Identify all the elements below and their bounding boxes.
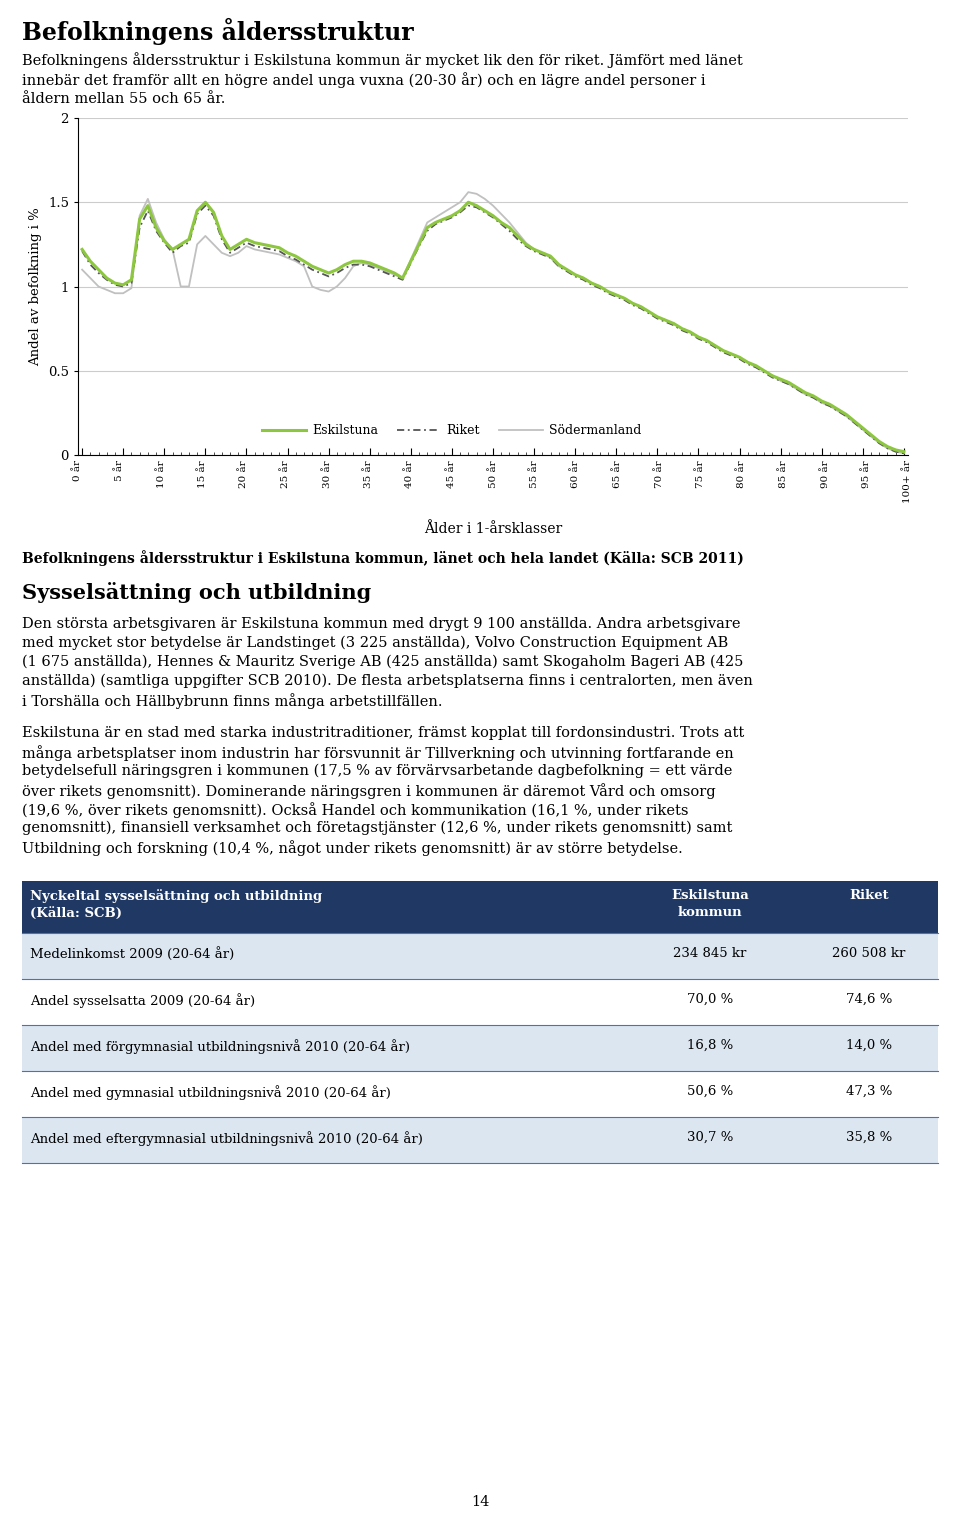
Bar (22, 1071, 938, 1116)
Text: 30,7 %: 30,7 % (686, 1132, 733, 1144)
Text: Andel sysselsatta 2009 (20-64 år): Andel sysselsatta 2009 (20-64 år) (30, 993, 255, 1009)
Text: 234 845 kr: 234 845 kr (673, 946, 747, 960)
Text: 15 år: 15 år (198, 460, 207, 488)
Text: över rikets genomsnitt). Dominerande näringsgren i kommunen är däremot Vård och : över rikets genomsnitt). Dominerande när… (22, 782, 715, 799)
Bar (22, 1116, 938, 1164)
Text: 75 år: 75 år (696, 460, 705, 488)
Text: 60 år: 60 år (571, 460, 581, 488)
Bar (22, 933, 938, 980)
Text: 5 år: 5 år (115, 460, 124, 482)
Text: 10 år: 10 år (156, 460, 165, 488)
Text: 50 år: 50 år (489, 460, 497, 488)
Legend: Eskilstuna, Riket, Södermanland: Eskilstuna, Riket, Södermanland (257, 419, 646, 442)
Bar (22, 980, 938, 1025)
Bar (22, 1025, 938, 1071)
Text: Ålder i 1-årsklasser: Ålder i 1-årsklasser (424, 523, 563, 536)
Bar (22, 881, 938, 933)
Text: 70,0 %: 70,0 % (686, 993, 733, 1006)
Text: Andel med eftergymnasial utbildningsnivå 2010 (20-64 år): Andel med eftergymnasial utbildningsnivå… (30, 1132, 422, 1145)
Text: innebär det framför allt en högre andel unga vuxna (20-30 år) och en lägre andel: innebär det framför allt en högre andel … (22, 71, 706, 88)
Text: 50,6 %: 50,6 % (686, 1085, 733, 1098)
Text: 0 år: 0 år (74, 460, 83, 482)
Text: Andel med gymnasial utbildningsnivå 2010 (20-64 år): Andel med gymnasial utbildningsnivå 2010… (30, 1085, 391, 1100)
Text: (1 675 anställda), Hennes & Mauritz Sverige AB (425 anställda) samt Skogaholm Ba: (1 675 anställda), Hennes & Mauritz Sver… (22, 655, 743, 670)
Text: 30 år: 30 år (323, 460, 331, 488)
Text: åldern mellan 55 och 65 år.: åldern mellan 55 och 65 år. (22, 93, 226, 106)
Text: Medelinkomst 2009 (20-64 år): Medelinkomst 2009 (20-64 år) (30, 946, 234, 962)
Text: betydelsefull näringsgren i kommunen (17,5 % av förvärvsarbetande dagbefolkning : betydelsefull näringsgren i kommunen (17… (22, 764, 732, 778)
Text: genomsnitt), finansiell verksamhet och företagstjänster (12,6 %, under rikets ge: genomsnitt), finansiell verksamhet och f… (22, 820, 732, 835)
Text: 35,8 %: 35,8 % (846, 1132, 892, 1144)
Text: 260 508 kr: 260 508 kr (832, 946, 905, 960)
Text: 14,0 %: 14,0 % (846, 1039, 892, 1053)
Text: 100+ år: 100+ år (903, 460, 913, 503)
Text: Eskilstuna
kommun: Eskilstuna kommun (671, 889, 749, 919)
Y-axis label: Andel av befolkning i %: Andel av befolkning i % (30, 207, 42, 366)
Text: 20 år: 20 år (239, 460, 249, 488)
Text: Utbildning och forskning (10,4 %, något under rikets genomsnitt) är av större be: Utbildning och forskning (10,4 %, något … (22, 840, 683, 855)
Text: 16,8 %: 16,8 % (686, 1039, 733, 1053)
Text: 95 år: 95 år (862, 460, 871, 488)
Text: 14: 14 (470, 1495, 490, 1508)
Text: 47,3 %: 47,3 % (846, 1085, 892, 1098)
Text: Befolkningens åldersstruktur i Eskilstuna kommun, länet och hela landet (Källa: : Befolkningens åldersstruktur i Eskilstun… (22, 550, 744, 567)
Text: 40 år: 40 år (405, 460, 415, 488)
Text: Nyckeltal sysselsättning och utbildning
(Källa: SCB): Nyckeltal sysselsättning och utbildning … (30, 889, 323, 921)
Text: 80 år: 80 år (737, 460, 747, 488)
Text: med mycket stor betydelse är Landstinget (3 225 anställda), Volvo Construction E: med mycket stor betydelse är Landstinget… (22, 636, 729, 650)
Text: 70 år: 70 år (655, 460, 663, 488)
Text: Andel med förgymnasial utbildningsnivå 2010 (20-64 år): Andel med förgymnasial utbildningsnivå 2… (30, 1039, 410, 1054)
Text: Eskilstuna är en stad med starka industritraditioner, främst kopplat till fordon: Eskilstuna är en stad med starka industr… (22, 726, 744, 740)
Text: Sysselsättning och utbildning: Sysselsättning och utbildning (22, 582, 372, 603)
Text: 90 år: 90 år (821, 460, 829, 488)
Text: 65 år: 65 år (613, 460, 622, 488)
Text: i Torshälla och Hällbybrunn finns många arbetstillfällen.: i Torshälla och Hällbybrunn finns många … (22, 693, 443, 709)
Text: anställda) (samtliga uppgifter SCB 2010). De flesta arbetsplatserna finns i cent: anställda) (samtliga uppgifter SCB 2010)… (22, 674, 753, 688)
Text: 55 år: 55 år (530, 460, 539, 488)
Text: 85 år: 85 år (779, 460, 788, 488)
Text: 45 år: 45 år (447, 460, 456, 488)
Text: Den största arbetsgivaren är Eskilstuna kommun med drygt 9 100 anställda. Andra : Den största arbetsgivaren är Eskilstuna … (22, 617, 740, 630)
Text: Riket: Riket (850, 889, 889, 902)
Text: Befolkningens åldersstruktur i Eskilstuna kommun är mycket lik den för riket. Jä: Befolkningens åldersstruktur i Eskilstun… (22, 52, 743, 68)
Text: 35 år: 35 år (364, 460, 373, 488)
Text: 74,6 %: 74,6 % (846, 993, 892, 1006)
Text: 25 år: 25 år (281, 460, 290, 488)
Text: många arbetsplatser inom industrin har försvunnit är Tillverkning och utvinning : många arbetsplatser inom industrin har f… (22, 744, 733, 761)
Text: (19,6 %, över rikets genomsnitt). Också Handel och kommunikation (16,1 %, under : (19,6 %, över rikets genomsnitt). Också … (22, 802, 688, 817)
Text: Befolkningens åldersstruktur: Befolkningens åldersstruktur (22, 18, 414, 46)
